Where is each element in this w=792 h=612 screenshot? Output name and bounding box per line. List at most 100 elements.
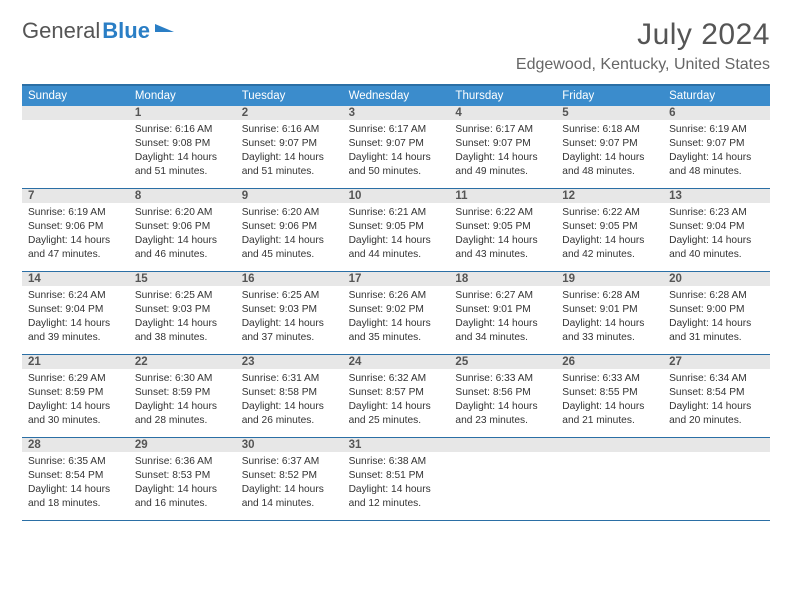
sunrise-line-value: 6:16 AM xyxy=(175,124,212,135)
sunset-line-label: Sunset: xyxy=(349,387,386,398)
page-subtitle: Edgewood, Kentucky, United States xyxy=(516,56,770,74)
sunrise-line-value: 6:25 AM xyxy=(175,290,212,301)
sunset-line-value: 8:54 PM xyxy=(65,470,103,481)
sunrise-line-value: 6:32 AM xyxy=(389,373,426,384)
calendar-cell: 7 Sunrise: 6:19 AMSunset: 9:06 PMDaylight… xyxy=(22,189,129,271)
sunset-line: Sunset: 8:54 PM xyxy=(669,386,764,400)
day-details: Sunrise: 6:25 AMSunset: 9:03 PMDaylight:… xyxy=(236,286,343,347)
sunrise-line-value: 6:22 AM xyxy=(496,207,533,218)
daylight-line-label: Daylight: xyxy=(135,152,177,163)
day-details: Sunrise: 6:38 AMSunset: 8:51 PMDaylight:… xyxy=(343,452,450,513)
day-number: 7 xyxy=(22,189,129,203)
day-number: 24 xyxy=(343,355,450,369)
sunset-line: Sunset: 9:01 PM xyxy=(562,303,657,317)
sunrise-line: Sunrise: 6:36 AM xyxy=(135,455,230,469)
calendar-cell xyxy=(663,438,770,520)
sunrise-line-value: 6:18 AM xyxy=(602,124,639,135)
daylight-line-label: Daylight: xyxy=(242,318,284,329)
daylight-line: Daylight: 14 hours and 31 minutes. xyxy=(669,317,764,345)
sunset-line-value: 9:06 PM xyxy=(65,221,103,232)
sunset-line-value: 8:51 PM xyxy=(386,470,424,481)
day-details: Sunrise: 6:28 AMSunset: 9:00 PMDaylight:… xyxy=(663,286,770,347)
daylight-line-label: Daylight: xyxy=(349,235,391,246)
sunrise-line-value: 6:28 AM xyxy=(602,290,639,301)
sunrise-line: Sunrise: 6:19 AM xyxy=(28,206,123,220)
daylight-line: Daylight: 14 hours and 49 minutes. xyxy=(455,151,550,179)
sunset-line-label: Sunset: xyxy=(669,221,706,232)
day-details: Sunrise: 6:33 AMSunset: 8:55 PMDaylight:… xyxy=(556,369,663,430)
calendar-cell: 22Sunrise: 6:30 AMSunset: 8:59 PMDayligh… xyxy=(129,355,236,437)
calendar-cell: 12Sunrise: 6:22 AMSunset: 9:05 PMDayligh… xyxy=(556,189,663,271)
daylight-line-label: Daylight: xyxy=(562,235,604,246)
calendar-cell xyxy=(22,106,129,188)
sunset-line-label: Sunset: xyxy=(349,221,386,232)
sunset-line: Sunset: 9:02 PM xyxy=(349,303,444,317)
sunrise-line: Sunrise: 6:24 AM xyxy=(28,289,123,303)
sunset-line: Sunset: 9:06 PM xyxy=(242,220,337,234)
sunset-line-label: Sunset: xyxy=(135,470,172,481)
sunrise-line: Sunrise: 6:22 AM xyxy=(562,206,657,220)
day-number: 19 xyxy=(556,272,663,286)
calendar-cell: 6Sunrise: 6:19 AMSunset: 9:07 PMDaylight… xyxy=(663,106,770,188)
sunrise-line-value: 6:22 AM xyxy=(602,207,639,218)
sunset-line-value: 8:58 PM xyxy=(279,387,317,398)
day-number: 13 xyxy=(663,189,770,203)
sunrise-line-label: Sunrise: xyxy=(455,290,495,301)
sunrise-line-label: Sunrise: xyxy=(135,456,175,467)
calendar-cell: 21Sunrise: 6:29 AMSunset: 8:59 PMDayligh… xyxy=(22,355,129,437)
day-details: Sunrise: 6:25 AMSunset: 9:03 PMDaylight:… xyxy=(129,286,236,347)
sunset-line-label: Sunset: xyxy=(562,221,599,232)
sunset-line-label: Sunset: xyxy=(669,304,706,315)
day-details: Sunrise: 6:36 AMSunset: 8:53 PMDaylight:… xyxy=(129,452,236,513)
daylight-line: Daylight: 14 hours and 51 minutes. xyxy=(135,151,230,179)
day-number: 29 xyxy=(129,438,236,452)
sunset-line: Sunset: 9:01 PM xyxy=(455,303,550,317)
sunset-line-label: Sunset: xyxy=(242,138,279,149)
daylight-line: Daylight: 14 hours and 42 minutes. xyxy=(562,234,657,262)
sunrise-line-value: 6:29 AM xyxy=(68,373,105,384)
daylight-line: Daylight: 14 hours and 38 minutes. xyxy=(135,317,230,345)
daylight-line-label: Daylight: xyxy=(669,235,711,246)
sunrise-line-value: 6:26 AM xyxy=(389,290,426,301)
sunset-line: Sunset: 9:07 PM xyxy=(242,137,337,151)
logo-flag-icon xyxy=(154,22,176,40)
day-number: 8 xyxy=(129,189,236,203)
sunset-line-label: Sunset: xyxy=(28,387,65,398)
calendar-cell: 5Sunrise: 6:18 AMSunset: 9:07 PMDaylight… xyxy=(556,106,663,188)
sunset-line-value: 9:08 PM xyxy=(172,138,210,149)
sunset-line: Sunset: 9:06 PM xyxy=(28,220,123,234)
day-number: 12 xyxy=(556,189,663,203)
daylight-line: Daylight: 14 hours and 33 minutes. xyxy=(562,317,657,345)
sunrise-line-label: Sunrise: xyxy=(242,124,282,135)
calendar-cell: 4Sunrise: 6:17 AMSunset: 9:07 PMDaylight… xyxy=(449,106,556,188)
calendar-cell: 28Sunrise: 6:35 AMSunset: 8:54 PMDayligh… xyxy=(22,438,129,520)
day-number: 15 xyxy=(129,272,236,286)
sunrise-line-label: Sunrise: xyxy=(349,207,389,218)
sunset-line: Sunset: 9:05 PM xyxy=(562,220,657,234)
daylight-line-label: Daylight: xyxy=(28,401,70,412)
daylight-line: Daylight: 14 hours and 45 minutes. xyxy=(242,234,337,262)
day-details: Sunrise: 6:22 AMSunset: 9:05 PMDaylight:… xyxy=(556,203,663,264)
day-number: 5 xyxy=(556,106,663,120)
daylight-line-label: Daylight: xyxy=(28,235,70,246)
daylight-line-label: Daylight: xyxy=(135,484,177,495)
calendar-cell: 8Sunrise: 6:20 AMSunset: 9:06 PMDaylight… xyxy=(129,189,236,271)
day-details: Sunrise: 6:35 AMSunset: 8:54 PMDaylight:… xyxy=(22,452,129,513)
day-details: Sunrise: 6:30 AMSunset: 8:59 PMDaylight:… xyxy=(129,369,236,430)
daylight-line: Daylight: 14 hours and 47 minutes. xyxy=(28,234,123,262)
calendar-cell: 19Sunrise: 6:28 AMSunset: 9:01 PMDayligh… xyxy=(556,272,663,354)
calendar-week: 21Sunrise: 6:29 AMSunset: 8:59 PMDayligh… xyxy=(22,355,770,438)
sunset-line-value: 8:52 PM xyxy=(279,470,317,481)
day-details: Sunrise: 6:29 AMSunset: 8:59 PMDaylight:… xyxy=(22,369,129,430)
sunrise-line-label: Sunrise: xyxy=(135,290,175,301)
weekday-label: Wednesday xyxy=(343,86,450,106)
sunrise-line-label: Sunrise: xyxy=(562,207,602,218)
sunset-line-label: Sunset: xyxy=(349,304,386,315)
day-details: Sunrise: 6:28 AMSunset: 9:01 PMDaylight:… xyxy=(556,286,663,347)
calendar-cell xyxy=(556,438,663,520)
sunrise-line-value: 6:20 AM xyxy=(282,207,319,218)
daylight-line-label: Daylight: xyxy=(669,401,711,412)
day-number: 10 xyxy=(343,189,450,203)
sunrise-line-value: 6:33 AM xyxy=(602,373,639,384)
daylight-line: Daylight: 14 hours and 20 minutes. xyxy=(669,400,764,428)
